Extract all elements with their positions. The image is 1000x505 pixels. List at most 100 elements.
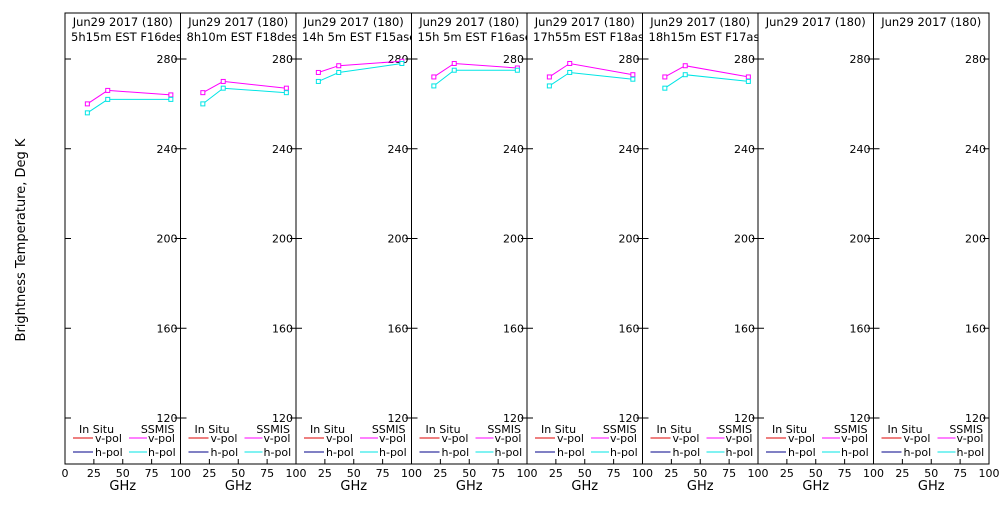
x-axis-label: GHz (918, 479, 945, 494)
series-line-hpol (433, 69, 518, 87)
y-tick-label: 160 (619, 322, 640, 335)
y-tick-label: 280 (503, 53, 524, 66)
legend-title-ssmis: SSMIS (603, 423, 637, 436)
x-tick-label: 100 (401, 467, 422, 480)
data-point-vpol (168, 92, 174, 98)
y-tick-label: 160 (965, 322, 986, 335)
y-tick-label: 120 (734, 412, 755, 425)
legend-title-insitu: In Situ (310, 423, 345, 436)
y-tick-label: 200 (503, 233, 524, 246)
x-axis-label: GHz (571, 479, 598, 494)
legend-title-insitu: In Situ (426, 423, 461, 436)
series-line-vpol (202, 80, 287, 94)
legend-label-ssmis-v: v-pol (957, 432, 984, 445)
data-point-vpol (336, 63, 342, 69)
panel-5: Jun29 2017 (180)17h55m EST F18asc 120 160 2… (526, 12, 653, 494)
legend-label-ssmis-h: h-pol (148, 446, 176, 459)
series-line-hpol (318, 63, 402, 82)
data-point-vpol (431, 74, 437, 80)
y-tick-label: 160 (388, 322, 409, 335)
y-tick-label: 120 (388, 412, 409, 425)
legend-label-insitu-v: v-pol (904, 432, 931, 445)
y-tick-label: 200 (157, 233, 178, 246)
legend-title-ssmis: SSMIS (718, 423, 752, 436)
x-tick-label: 0 (62, 467, 69, 480)
x-tick-label: 50 (809, 467, 823, 480)
panel-header-date: Jun29 2017 (180) (72, 15, 173, 29)
legend-label-ssmis-v: v-pol (148, 432, 175, 445)
y-tick-label: 200 (965, 233, 986, 246)
legend-title-insitu: In Situ (772, 423, 807, 436)
x-tick-label: 50 (924, 467, 938, 480)
data-point-hpol (546, 83, 552, 89)
x-tick-label: 100 (979, 467, 1000, 480)
panel-3: Jun29 2017 (180)14h 5m EST F15asc 120 160 2… (295, 12, 422, 494)
x-tick-label: 25 (202, 467, 216, 480)
data-point-vpol (630, 72, 636, 78)
legend-label-ssmis-h: h-pol (610, 446, 638, 459)
y-tick-label: 160 (272, 322, 293, 335)
data-point-hpol (315, 78, 321, 84)
legend-label-insitu-v: v-pol (673, 432, 700, 445)
legend-label-insitu-h: h-pol (557, 446, 585, 459)
panel-header-time: 14h 5m EST F15asc (302, 30, 416, 44)
panel-6: Jun29 2017 (180)18h15m EST F17asc 120 160 2… (642, 12, 769, 494)
y-tick-label: 240 (157, 143, 178, 156)
data-point-hpol (567, 69, 573, 75)
data-point-hpol (745, 78, 751, 84)
legend-label-insitu-v: v-pol (326, 432, 353, 445)
panel-header-date: Jun29 2017 (180) (534, 15, 635, 29)
legend-label-ssmis-h: h-pol (495, 446, 523, 459)
x-tick-label: 75 (838, 467, 852, 480)
x-tick-label: 75 (607, 467, 621, 480)
series-line-vpol (87, 89, 171, 105)
panel-1: Jun29 2017 (180)5h15m EST F16des 120 160 20… (62, 12, 191, 494)
data-point-vpol (105, 87, 111, 93)
legend-title-insitu: In Situ (195, 423, 230, 436)
x-tick-label: 75 (145, 467, 159, 480)
data-point-hpol (220, 85, 226, 91)
x-axis-label: GHz (340, 479, 367, 494)
data-point-hpol (399, 60, 405, 66)
data-point-vpol (220, 78, 226, 84)
panel-header-date: Jun29 2017 (180) (418, 15, 519, 29)
legend-title-ssmis: SSMIS (487, 423, 521, 436)
legend-label-ssmis-h: h-pol (379, 446, 407, 459)
y-tick-label: 200 (850, 233, 871, 246)
panel-header-date: Jun29 2017 (180) (187, 15, 288, 29)
y-tick-label: 280 (157, 53, 178, 66)
x-tick-label: 100 (863, 467, 884, 480)
x-axis-label: GHz (456, 479, 483, 494)
legend-title-insitu: In Situ (79, 423, 114, 436)
x-axis-label: GHz (687, 479, 714, 494)
legend-title-insitu: In Situ (657, 423, 692, 436)
x-tick-label: 50 (693, 467, 707, 480)
legend-label-ssmis-v: v-pol (264, 432, 291, 445)
legend-label-insitu-h: h-pol (326, 446, 354, 459)
legend-title-ssmis: SSMIS (834, 423, 868, 436)
y-tick-label: 240 (272, 143, 293, 156)
legend-label-insitu-v: v-pol (95, 432, 122, 445)
legend-label-insitu-h: h-pol (442, 446, 470, 459)
y-tick-label: 240 (503, 143, 524, 156)
legend-label-ssmis-v: v-pol (495, 432, 522, 445)
legend-title-ssmis: SSMIS (949, 423, 983, 436)
legend-label-insitu-h: h-pol (904, 446, 932, 459)
legend-label-insitu-h: h-pol (788, 446, 816, 459)
data-point-hpol (431, 83, 437, 89)
panel-header-date: Jun29 2017 (180) (880, 15, 981, 29)
data-point-vpol (662, 74, 668, 80)
panel-header-date: Jun29 2017 (180) (303, 15, 404, 29)
legend-label-insitu-v: v-pol (788, 432, 815, 445)
data-point-hpol (105, 96, 111, 102)
y-tick-label: 120 (965, 412, 986, 425)
series-line-hpol (87, 98, 171, 114)
